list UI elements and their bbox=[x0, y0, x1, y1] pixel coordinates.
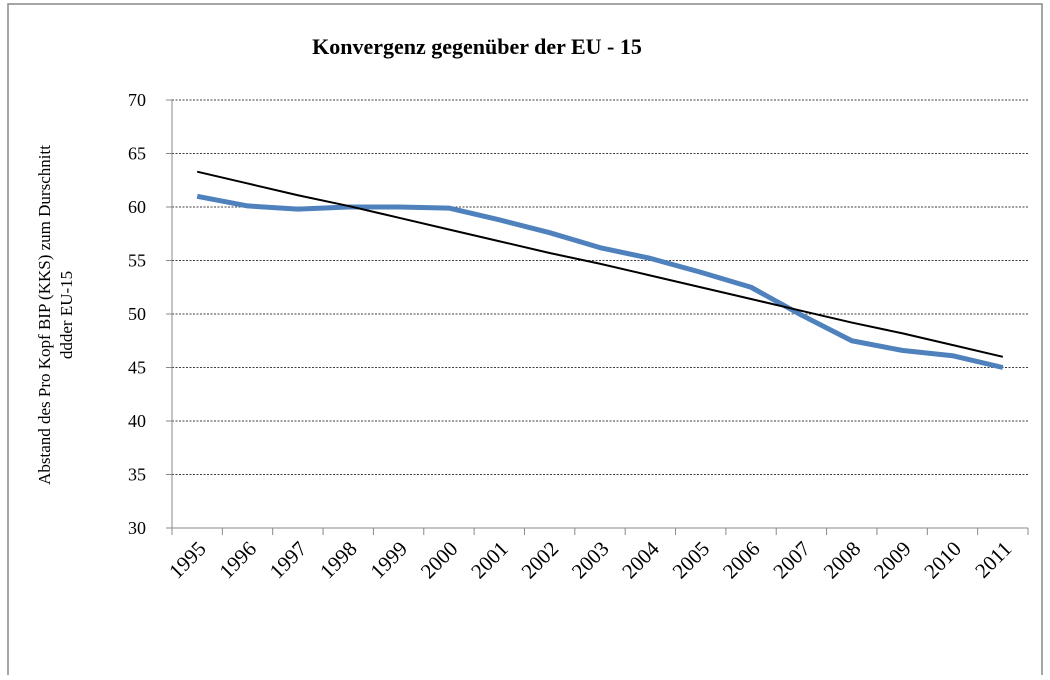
y-tick-label: 35 bbox=[128, 465, 146, 485]
y-tick-label: 30 bbox=[128, 518, 146, 538]
y-axis-label: Abstand des Pro Kopf BIP (KKS) zum Dursc… bbox=[35, 145, 54, 485]
data-line bbox=[196, 193, 1004, 370]
y-tick-label: 40 bbox=[128, 411, 146, 431]
y-tick-label: 45 bbox=[128, 358, 146, 378]
y-tick-label: 60 bbox=[128, 197, 146, 217]
y-tick-label: 55 bbox=[128, 251, 146, 271]
y-tick-label: 70 bbox=[128, 90, 146, 110]
y-axis-label: ddder EU-15 bbox=[57, 271, 76, 359]
y-tick-label: 65 bbox=[128, 144, 146, 164]
y-tick-label: 50 bbox=[128, 304, 146, 324]
chart-title: Konvergenz gegenüber der EU - 15 bbox=[312, 34, 642, 59]
trend-line bbox=[196, 170, 1004, 358]
